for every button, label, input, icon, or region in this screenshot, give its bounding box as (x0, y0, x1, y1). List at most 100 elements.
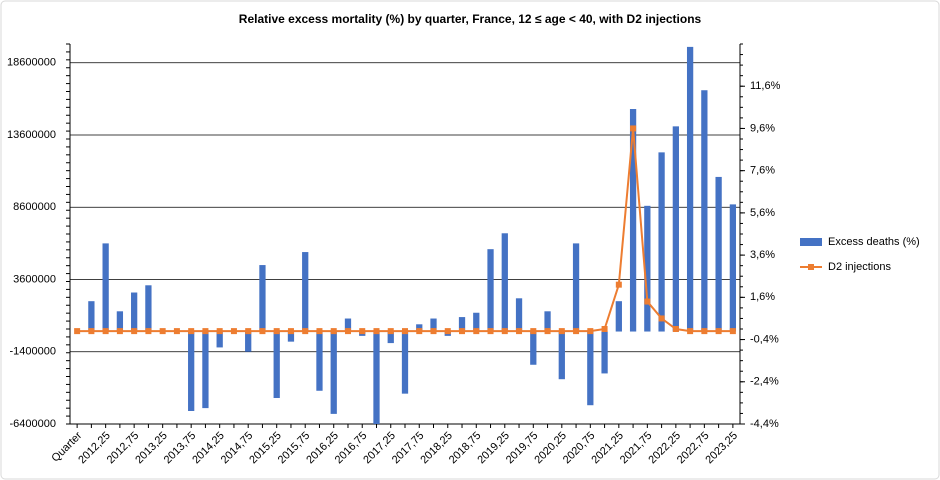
bar (686, 46, 694, 332)
marker (601, 326, 608, 332)
marker (359, 328, 366, 335)
marker (615, 281, 622, 288)
marker (188, 328, 195, 335)
y2-tick-label: 1,6% (750, 291, 775, 303)
marker (501, 328, 508, 335)
bar (501, 233, 508, 332)
bar (116, 311, 124, 332)
bar (487, 249, 494, 332)
bar (729, 204, 737, 332)
y-tick-label: 3600000 (13, 273, 56, 285)
legend-marker (808, 264, 814, 270)
bar (715, 176, 722, 332)
marker (74, 328, 81, 335)
legend-swatch (800, 238, 822, 246)
marker (316, 328, 323, 335)
marker (259, 328, 266, 335)
chart-title: Relative excess mortality (%) by quarter… (239, 12, 702, 26)
marker (416, 328, 423, 335)
bar (344, 318, 352, 332)
y2-tick-label: -2,4% (750, 376, 779, 388)
marker (658, 315, 665, 322)
bar (672, 126, 679, 332)
marker (473, 328, 480, 335)
marker (116, 328, 123, 335)
marker (330, 328, 337, 335)
legend-label: D2 injections (828, 261, 891, 273)
bar (88, 301, 95, 332)
marker (587, 328, 594, 335)
marker (687, 328, 694, 335)
bar (530, 331, 537, 365)
y-tick-label: 13600000 (7, 129, 56, 141)
bar (658, 152, 665, 332)
marker (402, 328, 408, 335)
bar (245, 331, 252, 352)
marker (145, 328, 152, 335)
marker (131, 328, 138, 335)
marker (516, 328, 523, 335)
marker (373, 328, 380, 335)
bar (373, 331, 380, 424)
bar (558, 331, 565, 380)
marker (216, 328, 223, 335)
bar (401, 331, 409, 394)
bar (287, 331, 295, 342)
bar (259, 265, 266, 332)
bar (515, 298, 523, 332)
bar (316, 331, 323, 391)
marker (573, 328, 580, 335)
y-tick-label: 8600000 (13, 201, 56, 213)
marker (459, 328, 466, 335)
bar (330, 331, 337, 414)
marker (487, 328, 494, 335)
y2-tick-label: -4,4% (750, 418, 779, 430)
bar (701, 90, 708, 332)
bar (387, 331, 394, 344)
bar (572, 243, 580, 332)
y-tick-label: -6400000 (10, 418, 57, 430)
bar (202, 331, 209, 409)
bar (601, 331, 608, 374)
y-tick-label: -1400000 (10, 346, 57, 358)
bar (131, 292, 138, 332)
marker (273, 328, 280, 335)
y2-tick-label: 5,6% (750, 207, 775, 219)
bar (102, 243, 109, 332)
marker (672, 326, 679, 332)
bar (473, 312, 480, 332)
marker (715, 328, 722, 335)
marker (202, 328, 209, 335)
marker (344, 328, 351, 335)
marker (287, 328, 294, 335)
bar (188, 331, 195, 411)
bar (302, 252, 309, 332)
bar (587, 331, 594, 406)
marker (701, 328, 708, 335)
bar (458, 317, 466, 332)
marker (102, 328, 109, 335)
bar (615, 301, 622, 332)
bar (416, 324, 423, 332)
bar (544, 311, 551, 332)
marker (729, 328, 736, 335)
bar (216, 331, 223, 348)
marker (644, 298, 651, 305)
marker (159, 328, 166, 335)
marker (173, 328, 180, 335)
y-tick-label: 18600000 (7, 57, 56, 69)
y2-tick-label: 11,6% (750, 80, 781, 92)
marker (302, 328, 309, 335)
marker (530, 328, 537, 335)
bar (430, 318, 437, 332)
marker (88, 328, 95, 335)
y2-tick-label: -0,4% (750, 333, 779, 345)
marker (544, 328, 551, 335)
marker (230, 328, 237, 335)
bar (644, 205, 651, 332)
marker (430, 328, 437, 335)
bar (273, 331, 280, 398)
bar (145, 285, 152, 332)
